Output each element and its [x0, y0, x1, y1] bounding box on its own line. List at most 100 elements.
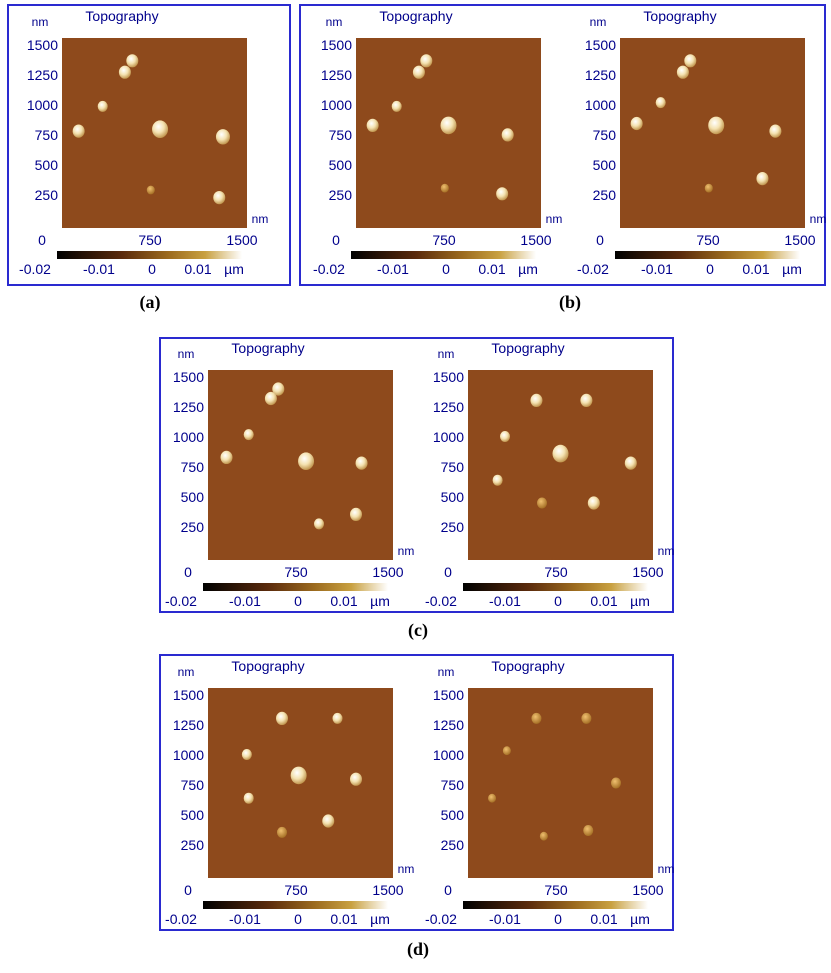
- particle: [298, 452, 314, 470]
- particle: [277, 827, 287, 838]
- y-tick-label: 1250: [321, 67, 352, 83]
- colorbar-tick-label: -0.01: [489, 911, 521, 927]
- colorbar-tick-label: 0: [294, 593, 302, 609]
- image-title: Topography: [85, 8, 158, 24]
- colorbar-tick-label: 0: [554, 593, 562, 609]
- colorbar: [615, 251, 800, 259]
- x-tick-label: 1500: [632, 564, 663, 580]
- y-tick-label: 750: [329, 127, 353, 143]
- particle: [656, 97, 666, 108]
- x-tick-label: 750: [544, 882, 568, 898]
- colorbar-tick-label: -0.02: [425, 593, 457, 609]
- x-unit: nm: [252, 212, 269, 226]
- x-tick-label: 750: [696, 232, 720, 248]
- colorbar-unit: µm: [630, 911, 650, 927]
- x-tick-label: 750: [284, 882, 308, 898]
- image-title: Topography: [379, 8, 452, 24]
- y-tick-label: 750: [35, 127, 59, 143]
- particle: [580, 394, 592, 407]
- colorbar-tick-label: -0.02: [577, 261, 609, 277]
- particle: [588, 496, 600, 509]
- colorbar-tick-label: -0.02: [165, 593, 197, 609]
- colorbar-tick-label: -0.01: [641, 261, 673, 277]
- caption: (c): [408, 620, 428, 641]
- colorbar-tick-label: -0.02: [165, 911, 197, 927]
- image-title: Topography: [491, 340, 564, 356]
- particle: [611, 778, 621, 789]
- particle: [392, 101, 402, 112]
- particle: [413, 66, 425, 79]
- x-tick-label: 1500: [226, 232, 257, 248]
- particle: [553, 445, 569, 463]
- particle: [441, 117, 457, 135]
- colorbar: [351, 251, 536, 259]
- colorbar-tick-label: 0: [294, 911, 302, 927]
- x-unit: nm: [810, 212, 827, 226]
- x-tick-label: 1500: [372, 882, 403, 898]
- y-tick-label: 250: [441, 519, 465, 535]
- colorbar-tick-label: -0.01: [489, 593, 521, 609]
- x-tick-label: 1500: [372, 564, 403, 580]
- particle: [276, 712, 288, 725]
- particle: [625, 457, 637, 470]
- y-tick-label: 250: [181, 519, 205, 535]
- colorbar-tick-label: 0: [148, 261, 156, 277]
- particle: [677, 66, 689, 79]
- particle: [769, 125, 781, 138]
- image-title: Topography: [231, 340, 304, 356]
- particle: [244, 793, 254, 804]
- particle: [314, 518, 324, 529]
- particle: [540, 832, 548, 841]
- particle: [350, 508, 362, 521]
- particle: [356, 457, 368, 470]
- colorbar-tick-label: -0.02: [19, 261, 51, 277]
- y-tick-label: 1000: [321, 97, 352, 113]
- y-tick-label: 500: [441, 807, 465, 823]
- colorbar-tick-label: 0.01: [590, 593, 617, 609]
- origin-label: 0: [38, 232, 46, 248]
- y-tick-label: 500: [181, 807, 205, 823]
- colorbar-tick-label: -0.01: [229, 911, 261, 927]
- y-tick-label: 750: [593, 127, 617, 143]
- y-tick-label: 500: [35, 157, 59, 173]
- colorbar-tick-label: -0.01: [83, 261, 115, 277]
- y-tick-label: 1500: [433, 369, 464, 385]
- colorbar-tick-label: -0.02: [425, 911, 457, 927]
- particle: [265, 392, 277, 405]
- y-tick-label: 1250: [173, 399, 204, 415]
- particle: [213, 191, 225, 204]
- y-tick-label: 1250: [27, 67, 58, 83]
- y-unit: nm: [178, 347, 195, 361]
- particle: [126, 54, 138, 67]
- colorbar-tick-label: -0.01: [377, 261, 409, 277]
- y-tick-label: 1000: [433, 747, 464, 763]
- image-title: Topography: [643, 8, 716, 24]
- y-tick-label: 1500: [27, 37, 58, 53]
- y-tick-label: 500: [181, 489, 205, 505]
- particle: [98, 101, 108, 112]
- particle: [500, 431, 510, 442]
- x-tick-label: 1500: [632, 882, 663, 898]
- colorbar-tick-label: 0.01: [478, 261, 505, 277]
- x-tick-label: 750: [138, 232, 162, 248]
- particle: [119, 66, 131, 79]
- y-tick-label: 750: [441, 777, 465, 793]
- colorbar-tick-label: 0.01: [330, 593, 357, 609]
- y-tick-label: 250: [441, 837, 465, 853]
- y-tick-label: 250: [329, 187, 353, 203]
- colorbar: [203, 901, 388, 909]
- x-unit: nm: [546, 212, 563, 226]
- y-tick-label: 500: [593, 157, 617, 173]
- y-unit: nm: [178, 665, 195, 679]
- y-tick-label: 1000: [585, 97, 616, 113]
- y-tick-label: 750: [441, 459, 465, 475]
- y-tick-label: 500: [329, 157, 353, 173]
- colorbar-unit: µm: [370, 593, 390, 609]
- y-tick-label: 1000: [27, 97, 58, 113]
- origin-label: 0: [444, 882, 452, 898]
- image-title: Topography: [231, 658, 304, 674]
- y-tick-label: 250: [181, 837, 205, 853]
- afm-image: [468, 688, 653, 878]
- x-tick-label: 750: [544, 564, 568, 580]
- y-tick-label: 500: [441, 489, 465, 505]
